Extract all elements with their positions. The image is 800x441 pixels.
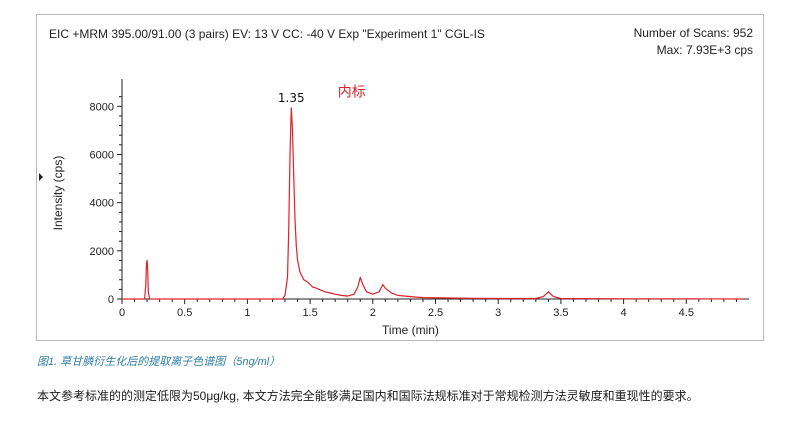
trace-info-text: EIC +MRM 395.00/91.00 (3 pairs) EV: 13 V… <box>49 27 485 41</box>
threshold-marker-icon <box>39 173 43 181</box>
y-tick-label: 6000 <box>90 149 114 161</box>
y-tick-label: 2000 <box>90 246 114 258</box>
x-tick-label: 4 <box>621 307 627 319</box>
x-tick-label: 2 <box>370 307 376 319</box>
internal-standard-label: 内标 <box>338 85 366 101</box>
figure-caption: 图1. 草甘膦衍生化后的提取离子色谱图（5ng/ml） <box>37 356 281 368</box>
x-tick-label: 4.5 <box>679 307 694 319</box>
body-paragraph: 本文参考标准的的测定低限为50μg/kg, 本文方法完全能够满足国内和国际法规标… <box>37 389 699 403</box>
series-line <box>122 107 743 300</box>
y-tick-label: 4000 <box>90 198 114 210</box>
x-tick-label: 1.5 <box>302 307 317 319</box>
y-tick-label: 0 <box>108 294 114 306</box>
max-intensity-text: Max: 7.93E+3 cps <box>656 43 753 57</box>
scan-count-text: Number of Scans: 952 <box>633 26 753 40</box>
y-tick-label: 8000 <box>90 101 114 113</box>
chromatogram-chart: 0 0.5 1 1.5 2 2.5 3 3.5 4 4.5 0 2000 4000 6000 8000 Tim… <box>39 79 749 337</box>
y-axis-label: Intensity (cps) <box>51 156 65 231</box>
chromatogram-panel: EIC +MRM 395.00/91.00 (3 pairs) EV: 13 V… <box>36 14 764 341</box>
x-axis-label: Time (min) <box>382 323 439 337</box>
x-tick-label: 3 <box>495 307 501 319</box>
x-tick-label: 0 <box>119 307 125 319</box>
peak-label: 1.35 <box>278 91 305 105</box>
x-tick-label: 2.5 <box>428 307 443 319</box>
x-tick-label: 3.5 <box>553 307 568 319</box>
x-tick-label: 1 <box>244 307 250 319</box>
x-tick-label: 0.5 <box>177 307 192 319</box>
